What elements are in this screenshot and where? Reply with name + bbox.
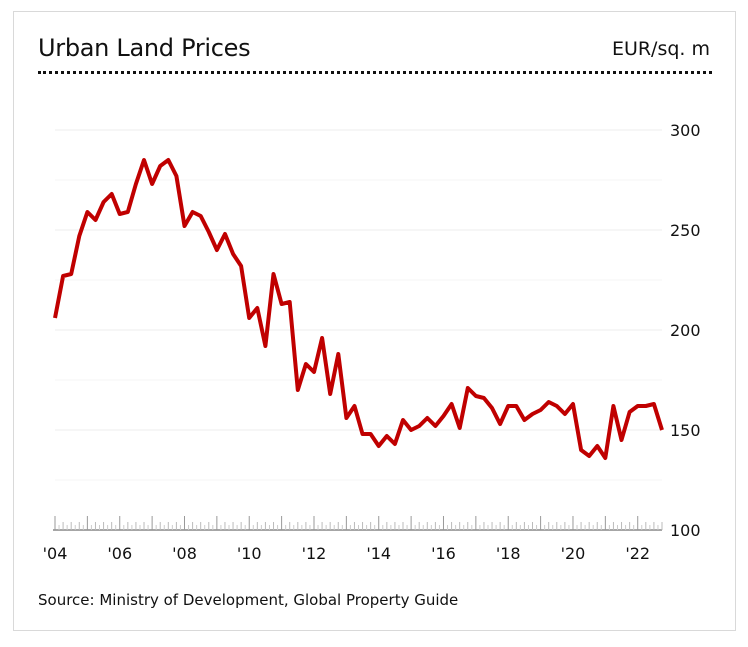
data-point: [409, 428, 413, 432]
data-point: [77, 234, 81, 238]
data-point: [336, 352, 340, 356]
data-point: [433, 424, 437, 428]
data-point: [150, 182, 154, 186]
x-tick-label: '12: [302, 544, 327, 563]
data-point: [288, 300, 292, 304]
series-line: [53, 158, 664, 460]
data-point: [369, 432, 373, 436]
x-tick-label: '04: [43, 544, 68, 563]
x-tick-label: '06: [107, 544, 132, 563]
data-point: [466, 386, 470, 390]
x-tick-label: '16: [431, 544, 456, 563]
data-point: [498, 422, 502, 426]
data-point: [514, 404, 518, 408]
data-point: [85, 210, 89, 214]
data-point: [490, 406, 494, 410]
data-point: [474, 394, 478, 398]
data-point: [166, 158, 170, 162]
data-point: [134, 182, 138, 186]
data-point: [280, 302, 284, 306]
data-point: [215, 248, 219, 252]
data-point: [441, 414, 445, 418]
data-point: [595, 444, 599, 448]
data-point: [587, 454, 591, 458]
unit-label: EUR/sq. m: [611, 38, 710, 60]
data-point: [531, 412, 535, 416]
data-point: [628, 410, 632, 414]
data-point: [247, 316, 251, 320]
y-tick-label: 300: [670, 121, 701, 140]
y-tick-label: 250: [670, 221, 701, 240]
data-point: [174, 174, 178, 178]
source-note: Source: Ministry of Development, Global …: [38, 591, 459, 609]
data-point: [603, 456, 607, 460]
data-point: [239, 264, 243, 268]
data-point: [385, 434, 389, 438]
data-point: [126, 210, 130, 214]
data-point: [652, 402, 656, 406]
data-point: [482, 396, 486, 400]
data-point: [328, 392, 332, 396]
data-point: [118, 212, 122, 216]
data-point: [506, 404, 510, 408]
y-tick-label: 100: [670, 521, 701, 540]
data-point: [191, 210, 195, 214]
data-point: [61, 274, 65, 278]
data-point: [102, 200, 106, 204]
x-tick-label: '18: [496, 544, 521, 563]
data-point: [579, 448, 583, 452]
data-point: [304, 362, 308, 366]
data-point: [158, 164, 162, 168]
data-point: [377, 444, 381, 448]
data-point: [320, 336, 324, 340]
data-point: [352, 404, 356, 408]
chart-title: Urban Land Prices: [38, 34, 251, 62]
data-point: [636, 404, 640, 408]
x-tick-label: '08: [172, 544, 197, 563]
data-point: [401, 418, 405, 422]
data-point: [425, 416, 429, 420]
data-point: [69, 272, 73, 276]
data-point: [539, 408, 543, 412]
data-point: [547, 400, 551, 404]
data-point: [263, 344, 267, 348]
x-tick-label: '20: [561, 544, 586, 563]
data-point: [344, 416, 348, 420]
data-point: [199, 214, 203, 218]
y-tick-label: 150: [670, 421, 701, 440]
data-point: [207, 230, 211, 234]
data-point: [620, 438, 624, 442]
x-tick-label: '22: [625, 544, 650, 563]
data-point: [182, 224, 186, 228]
data-point: [361, 432, 365, 436]
data-point: [660, 428, 664, 432]
data-point: [93, 218, 97, 222]
data-point: [312, 370, 316, 374]
x-tick-label: '14: [366, 544, 391, 563]
data-point: [393, 442, 397, 446]
data-point: [458, 426, 462, 430]
data-point: [522, 418, 526, 422]
data-point: [142, 158, 146, 162]
y-tick-label: 200: [670, 321, 701, 340]
data-point: [53, 316, 57, 320]
data-point: [296, 388, 300, 392]
data-point: [417, 424, 421, 428]
data-point: [231, 252, 235, 256]
title-divider: [38, 71, 712, 74]
data-point: [272, 272, 276, 276]
data-point: [255, 306, 259, 310]
x-tick-label: '10: [237, 544, 262, 563]
data-point: [571, 402, 575, 406]
data-point: [644, 404, 648, 408]
data-point: [611, 404, 615, 408]
data-point: [450, 402, 454, 406]
data-point: [555, 404, 559, 408]
data-point: [563, 412, 567, 416]
data-point: [223, 232, 227, 236]
data-point: [110, 192, 114, 196]
